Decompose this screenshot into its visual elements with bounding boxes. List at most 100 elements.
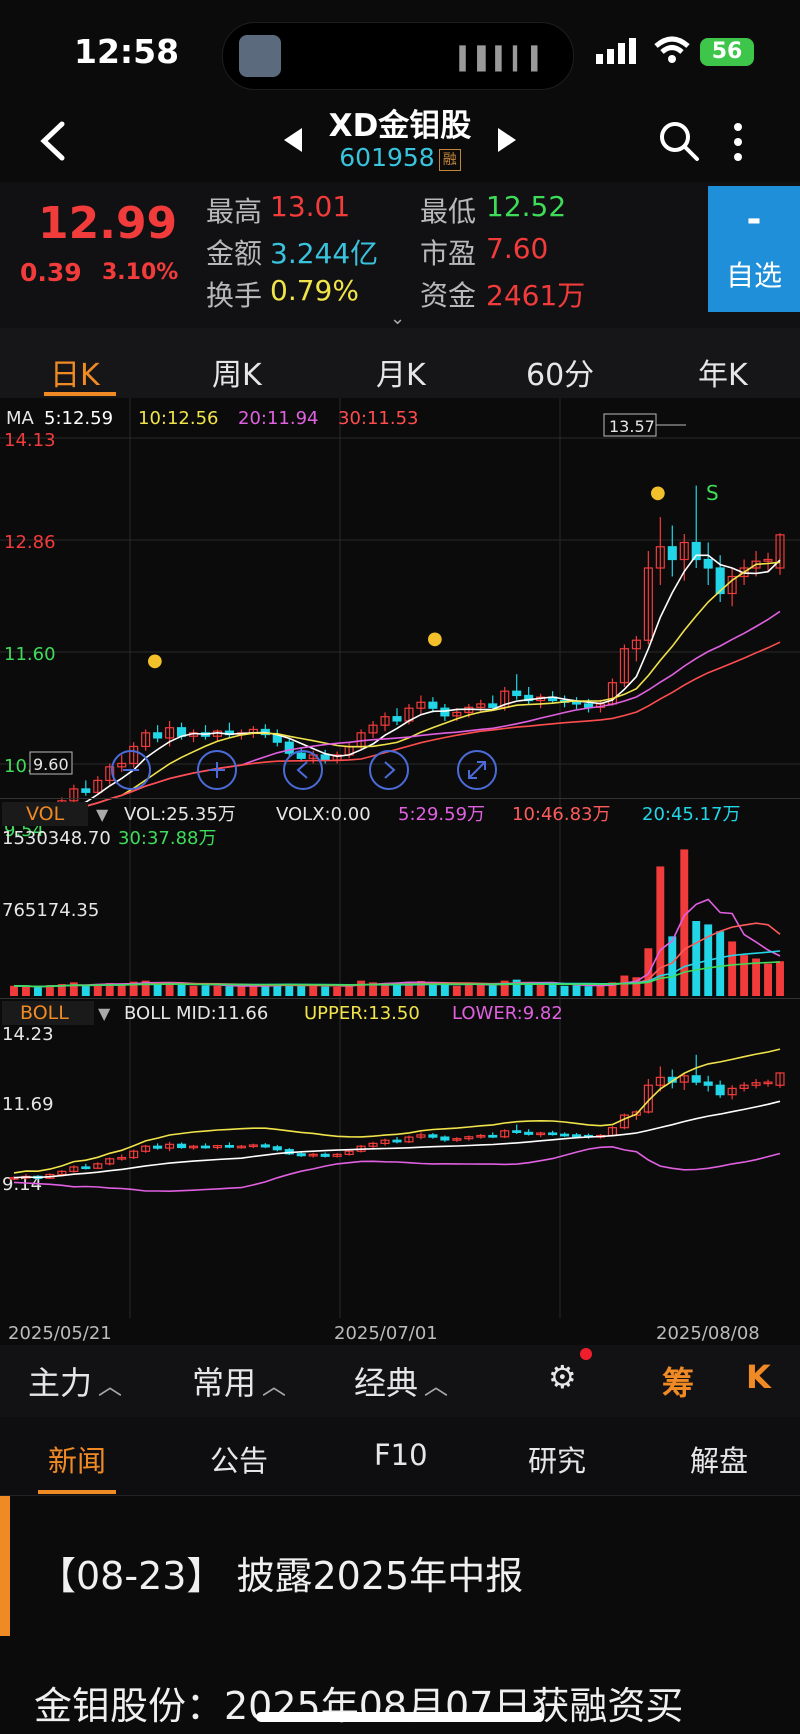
candle-body [703, 558, 713, 569]
volume-bar [33, 987, 42, 996]
tab-60min[interactable]: 60分 [526, 358, 595, 393]
candle-body [440, 707, 450, 717]
main-indicator-selector[interactable]: 主力 ︿ [28, 1358, 122, 1404]
candle-body [512, 690, 522, 697]
kline-mode-button[interactable]: K [746, 1358, 771, 1396]
next-stock-arrow-icon[interactable] [496, 126, 518, 154]
volume-bar [129, 981, 138, 996]
volume-bar [285, 983, 294, 996]
zoom-out-button[interactable] [111, 750, 151, 790]
fund-label: 资金 [420, 279, 477, 312]
tab-weekly-k[interactable]: 周K [212, 358, 262, 393]
candle-body [416, 1134, 426, 1138]
chip-distribution-button[interactable]: 筹 [662, 1364, 695, 1402]
price-axis-label: 14.13 [4, 430, 56, 451]
volume-bar [105, 983, 114, 996]
kline-chart[interactable]: MA 5:12.59 10:12.56 20:11.94 30:11.53 14… [0, 398, 800, 1345]
candle-body [524, 1131, 534, 1135]
fullscreen-button[interactable] [457, 750, 497, 790]
stock-code-row: 601958 融 [0, 143, 800, 172]
candle-body [105, 766, 115, 782]
tab-analysis[interactable]: 解盘 [690, 1444, 749, 1478]
settings-gear-icon[interactable]: ⚙ [548, 1358, 577, 1396]
turnover-value: 0.79% [270, 274, 359, 307]
candle-body [583, 703, 594, 708]
news-accent-bar [0, 1496, 10, 1636]
boll-tag: BOLL [20, 1002, 69, 1024]
candle-body [200, 1145, 211, 1149]
high-label: 最高 [206, 195, 263, 228]
tab-yearly-k[interactable]: 年K [698, 358, 748, 393]
scroll-left-button[interactable] [283, 750, 323, 790]
remove-watchlist-button[interactable]: - 自选 [708, 186, 800, 312]
vol20-legend: 20:45.17万 [642, 804, 741, 825]
divider [0, 1495, 800, 1496]
ma5-legend: 5:12.59 [44, 408, 113, 429]
candle-body [631, 639, 641, 650]
boll-axis-label: 11.69 [2, 1094, 54, 1115]
chevron-up-icon: ︿ [262, 1372, 287, 1400]
tab-daily-k[interactable]: 日K [50, 358, 100, 393]
scroll-right-button[interactable] [369, 750, 409, 790]
cellular-signal-icon [596, 38, 636, 64]
candle-body [380, 716, 390, 726]
back-arrow-icon[interactable] [38, 120, 68, 162]
expand-quote-chevron-icon[interactable]: ⌄ [390, 308, 406, 329]
boll-mid-legend: BOLL MID:11.66 [124, 1003, 268, 1024]
stock-code: 601958 [339, 143, 435, 172]
vol-axis-label: 765174.35 [2, 900, 99, 921]
audio-wave-icon: ▍▌▍▎▍ [459, 47, 549, 72]
candle-body [452, 711, 462, 717]
tab-announcements[interactable]: 公告 [210, 1444, 269, 1478]
candle-body [763, 558, 773, 562]
date-label: 2025/08/08 [656, 1323, 760, 1344]
candle-body [715, 1084, 725, 1096]
ma10-legend: 10:12.56 [138, 408, 219, 429]
tab-news[interactable]: 新闻 [48, 1444, 107, 1478]
candle-body [404, 1136, 414, 1143]
zoom-in-button[interactable] [197, 750, 237, 790]
volume-bar [22, 986, 30, 996]
home-indicator[interactable] [256, 1712, 544, 1722]
candle-body [165, 1143, 175, 1149]
news-item[interactable]: 【08-23】 披露2025年中报 [38, 1554, 524, 1598]
prev-stock-arrow-icon[interactable] [282, 126, 304, 154]
candle-body [57, 1170, 67, 1176]
candle-body [775, 534, 785, 569]
volume-bar [69, 982, 78, 996]
chevron-up-icon: ︿ [424, 1372, 449, 1400]
notification-dot [580, 1348, 592, 1360]
classic-indicator-selector[interactable]: 经典 ︿ [354, 1358, 448, 1404]
volume-bar [213, 985, 222, 996]
wifi-icon [654, 36, 690, 63]
volume-bar [225, 986, 234, 996]
dynamic-island[interactable]: ▍▌▍▎▍ [222, 22, 574, 90]
boll-axis-label: 14.23 [2, 1024, 54, 1045]
volume-bar [656, 866, 665, 996]
date-label: 2025/05/21 [8, 1323, 112, 1344]
candle-body [93, 1163, 103, 1169]
candle-body [117, 1156, 127, 1160]
more-menu-icon[interactable] [732, 122, 744, 162]
ma30-legend: 30:11.53 [338, 408, 419, 429]
volume-bar [45, 985, 54, 996]
ma5-line [13, 554, 781, 819]
volume-bar [10, 985, 18, 996]
search-icon[interactable] [658, 120, 700, 162]
tab-monthly-k[interactable]: 月K [376, 358, 426, 393]
common-indicator-selector[interactable]: 常用 ︿ [192, 1358, 286, 1404]
candle-body [679, 541, 689, 561]
candle-body [153, 1145, 163, 1149]
common-indicator-label: 常用 [192, 1364, 257, 1402]
volume-bar [776, 961, 784, 996]
candle-body [308, 1153, 318, 1157]
vol-axis-label: 1530348.70 [2, 828, 111, 849]
volume-bar [333, 986, 342, 996]
candle-body [344, 1150, 354, 1155]
volume-bar [273, 984, 282, 996]
candle-body [141, 1145, 151, 1152]
volume-bar [464, 984, 473, 996]
candle-body [69, 788, 79, 802]
tab-f10[interactable]: F10 [374, 1438, 428, 1472]
tab-research[interactable]: 研究 [528, 1444, 587, 1478]
